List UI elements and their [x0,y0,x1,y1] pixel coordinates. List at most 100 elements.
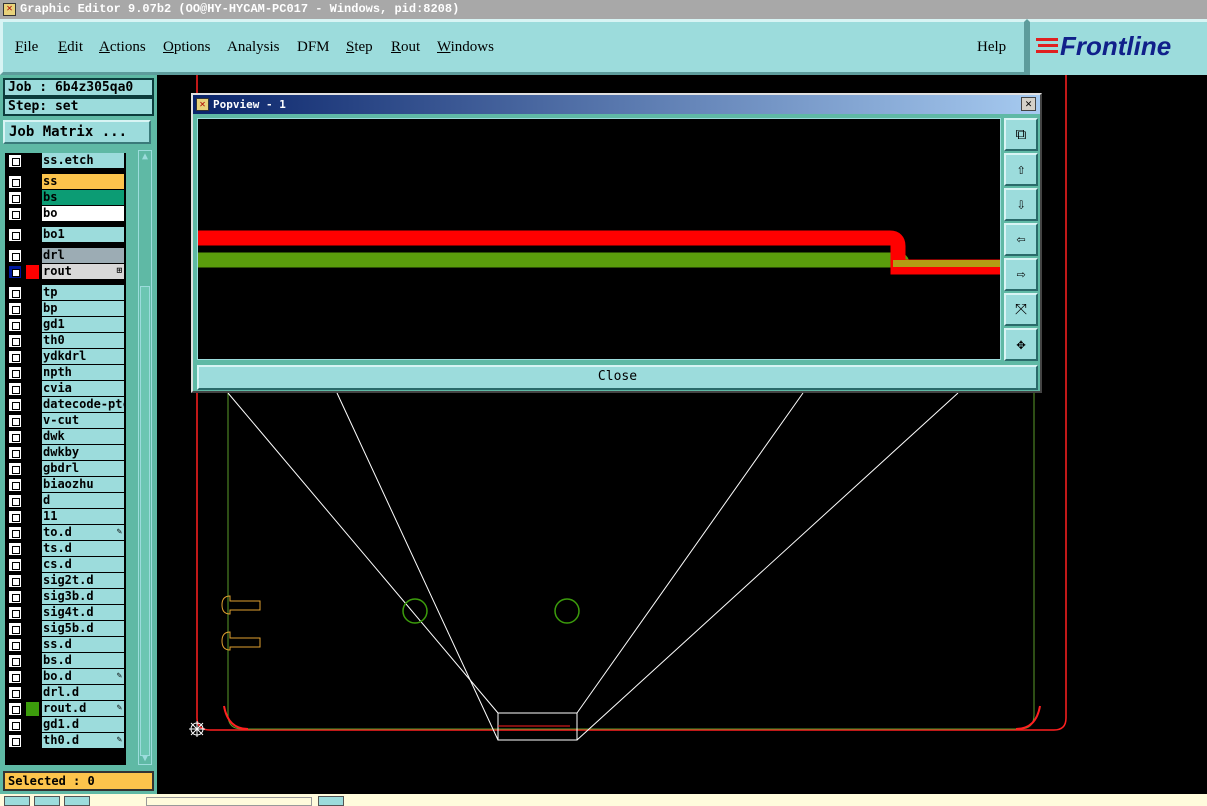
layer-name[interactable]: biaozhu [42,477,124,492]
layer-name[interactable]: bs [42,190,124,205]
layer-name[interactable]: rout ⊞ [42,264,124,279]
layer-name[interactable]: th0 [42,333,124,348]
layer-row-biaozhu[interactable]: biaozhu [7,477,124,492]
layer-checkbox[interactable] [8,414,22,428]
layer-checkbox[interactable] [8,510,22,524]
layer-name[interactable]: rout.d ✎ [42,701,124,716]
scroll-thumb[interactable] [140,286,150,756]
layer-checkbox[interactable] [8,249,22,263]
menu-rout[interactable]: Rout [391,39,421,55]
layer-checkbox[interactable] [8,574,22,588]
layer-row-ydkdrl[interactable]: ydkdrl [7,349,124,364]
graphic-canvas[interactable] [157,75,1207,794]
layer-checkbox[interactable] [8,398,22,412]
layer-checkbox[interactable] [8,462,22,476]
layer-name[interactable]: datecode-ptc [42,397,124,412]
layer-name[interactable]: dwk [42,429,124,444]
layer-name[interactable]: d [42,493,124,508]
bottom-button[interactable] [64,796,90,806]
layer-checkbox[interactable] [8,622,22,636]
layer-scrollbar[interactable]: ▲ ▼ [138,150,152,765]
layer-name[interactable]: ts.d [42,541,124,556]
layer-name[interactable]: sig5b.d [42,621,124,636]
layer-checkbox[interactable] [8,494,22,508]
layer-name[interactable]: ydkdrl [42,349,124,364]
layer-checkbox[interactable] [8,191,22,205]
layer-color-swatch[interactable] [26,702,39,716]
layer-row-gbdrl[interactable]: gbdrl [7,461,124,476]
layer-checkbox[interactable] [8,430,22,444]
layer-row-11[interactable]: 11 [7,509,124,524]
layer-row-bp[interactable]: bp [7,301,124,316]
layer-checkbox[interactable] [8,558,22,572]
layer-checkbox[interactable] [8,590,22,604]
layer-row-rout[interactable]: rout ⊞ [7,264,124,279]
layer-row-rout.d[interactable]: rout.d ✎ [7,701,124,716]
layer-name[interactable]: sig4t.d [42,605,124,620]
layer-checkbox[interactable] [8,654,22,668]
layer-name[interactable]: sig2t.d [42,573,124,588]
menu-actions[interactable]: Actions [99,39,146,55]
layer-row-sig3b.d[interactable]: sig3b.d [7,589,124,604]
layer-checkbox[interactable] [8,734,22,748]
layer-row-gd1.d[interactable]: gd1.d [7,717,124,732]
layer-checkbox[interactable] [8,638,22,652]
zoom-window-icon[interactable]: ⧉ [1004,118,1038,151]
menu-windows[interactable]: Windows [437,39,494,55]
layer-checkbox[interactable] [8,302,22,316]
layer-checkbox[interactable] [8,542,22,556]
menu-dfm[interactable]: DFM [297,39,330,55]
layer-row-bs[interactable]: bs [7,190,124,205]
close-icon[interactable]: ✕ [1021,97,1036,111]
bottom-button[interactable] [318,796,344,806]
layer-checkbox[interactable] [8,718,22,732]
layer-row-bo.d[interactable]: bo.d ✎ [7,669,124,684]
layer-name[interactable]: cs.d [42,557,124,572]
layer-name[interactable]: dwkby [42,445,124,460]
layer-name[interactable]: gd1.d [42,717,124,732]
layer-checkbox[interactable] [8,207,22,221]
layer-name[interactable]: bo1 [42,227,124,242]
layer-checkbox[interactable] [8,702,22,716]
layer-checkbox[interactable] [8,366,22,380]
layer-row-d[interactable]: d [7,493,124,508]
scroll-up-icon[interactable]: ▲ [141,151,149,162]
layer-checkbox[interactable] [8,154,22,168]
layer-row-bs.d[interactable]: bs.d [7,653,124,668]
layer-row-npth[interactable]: npth [7,365,124,380]
layer-name[interactable]: gd1 [42,317,124,332]
command-input[interactable] [146,797,312,806]
layer-row-ts.d[interactable]: ts.d [7,541,124,556]
layer-checkbox[interactable] [8,334,22,348]
layer-name[interactable]: bp [42,301,124,316]
layer-checkbox[interactable] [8,318,22,332]
layer-checkbox[interactable] [8,382,22,396]
layer-row-dwk[interactable]: dwk [7,429,124,444]
layer-row-sig4t.d[interactable]: sig4t.d [7,605,124,620]
layer-name[interactable]: bs.d [42,653,124,668]
menu-edit[interactable]: Edit [58,39,84,55]
layer-name[interactable]: npth [42,365,124,380]
layer-row-tp[interactable]: tp [7,285,124,300]
layer-name[interactable]: bo.d ✎ [42,669,124,684]
layer-row-cs.d[interactable]: cs.d [7,557,124,572]
layer-color-swatch[interactable] [26,265,39,279]
layer-checkbox[interactable] [8,446,22,460]
layer-name[interactable]: th0.d ✎ [42,733,124,748]
layer-name[interactable]: ss.d [42,637,124,652]
layer-checkbox[interactable] [8,350,22,364]
pan-left-icon[interactable]: ⇦ [1004,223,1038,256]
layer-row-bo1[interactable]: bo1 [7,227,124,242]
layer-name[interactable]: gbdrl [42,461,124,476]
layer-checkbox[interactable] [8,286,22,300]
layer-row-v-cut[interactable]: v-cut [7,413,124,428]
layer-row-sig5b.d[interactable]: sig5b.d [7,621,124,636]
layer-row-sig2t.d[interactable]: sig2t.d [7,573,124,588]
layer-name[interactable]: to.d ✎ [42,525,124,540]
layer-row-to.d[interactable]: to.d ✎ [7,525,124,540]
layer-row-th0[interactable]: th0 [7,333,124,348]
menu-step[interactable]: Step [346,39,373,55]
zoom-in-icon[interactable]: ⤧ [1004,293,1038,326]
layer-name[interactable]: v-cut [42,413,124,428]
menu-options[interactable]: Options [163,39,211,55]
